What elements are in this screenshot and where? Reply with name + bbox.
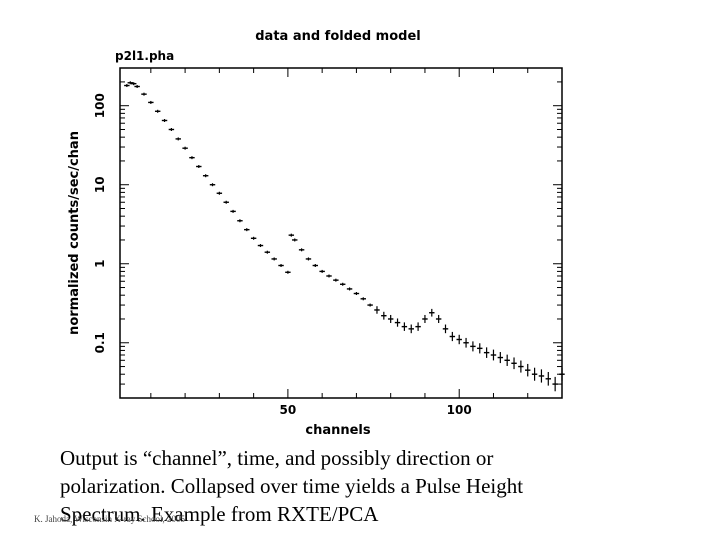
data-point xyxy=(134,84,140,88)
data-point xyxy=(422,314,428,323)
data-point xyxy=(130,82,137,86)
caption-line-3: Spectrum. Example from RXTE/PCA xyxy=(60,502,379,526)
data-point xyxy=(449,331,456,342)
data-point xyxy=(202,174,209,178)
data-point xyxy=(154,109,161,113)
data-point xyxy=(518,360,524,373)
data-point xyxy=(360,297,366,301)
data-point xyxy=(305,257,312,261)
data-point xyxy=(552,376,558,392)
data-point xyxy=(525,363,531,377)
data-point xyxy=(497,352,504,364)
data-point xyxy=(483,347,490,358)
data-point xyxy=(216,191,223,195)
data-point xyxy=(168,127,175,131)
y-tick-label: 100 xyxy=(93,93,107,118)
data-point xyxy=(244,228,250,232)
data-point xyxy=(288,233,295,237)
data-point xyxy=(124,84,130,88)
spectrum-chart: data and folded model p2l1.pha 50 100 0.1 1… xyxy=(67,29,565,438)
data-point xyxy=(477,343,483,354)
y-tick-label: 0.1 xyxy=(93,332,107,353)
data-point xyxy=(182,146,188,150)
data-point xyxy=(470,341,476,352)
data-point xyxy=(387,314,394,323)
data-points xyxy=(124,81,565,392)
data-point xyxy=(127,81,133,85)
caption-line-2: polarization. Collapsed over time yields… xyxy=(60,474,524,498)
data-point xyxy=(346,287,353,291)
data-point xyxy=(415,322,421,331)
data-point xyxy=(285,270,291,274)
data-point xyxy=(545,371,552,386)
data-point xyxy=(292,238,298,242)
footer-credit: K. Jahoda, Wisconsin X-ray School, 2005 xyxy=(34,514,185,524)
data-point xyxy=(333,278,339,282)
data-point xyxy=(490,349,497,361)
data-point xyxy=(367,303,373,307)
data-point xyxy=(463,337,469,348)
data-point xyxy=(230,209,236,213)
data-point xyxy=(394,318,401,327)
plot-frame xyxy=(119,67,563,399)
data-point xyxy=(531,367,538,381)
data-point xyxy=(381,311,387,320)
axis-ticks: 50 100 0.1 1 10 100 xyxy=(93,68,562,417)
data-point xyxy=(429,308,435,317)
data-point xyxy=(538,369,545,383)
data-point xyxy=(264,250,271,254)
data-point xyxy=(141,92,147,96)
x-tick-label: 100 xyxy=(447,403,472,417)
y-tick-label: 1 xyxy=(93,260,107,268)
data-point xyxy=(161,118,168,122)
data-point xyxy=(209,183,216,187)
data-point xyxy=(298,248,305,252)
data-point xyxy=(504,354,510,366)
data-point xyxy=(326,274,332,278)
data-point xyxy=(374,306,380,314)
data-point xyxy=(250,236,257,240)
chart-title: data and folded model xyxy=(255,29,421,44)
y-tick-label: 10 xyxy=(93,176,107,193)
chart-subtitle: p2l1.pha xyxy=(115,49,174,63)
data-point xyxy=(175,137,181,141)
x-axis-label: channels xyxy=(305,423,371,438)
data-point xyxy=(278,264,284,268)
data-point xyxy=(340,282,346,286)
data-point xyxy=(442,324,449,334)
data-point xyxy=(511,357,517,370)
data-point xyxy=(148,100,154,104)
data-point xyxy=(223,200,229,204)
data-point xyxy=(456,334,462,345)
x-tick-label: 50 xyxy=(280,403,297,417)
data-point xyxy=(435,314,442,323)
caption-line-1: Output is “channel”, time, and possibly … xyxy=(60,446,494,470)
data-point xyxy=(353,292,360,296)
data-point xyxy=(189,156,195,160)
data-point xyxy=(319,269,325,273)
data-point xyxy=(237,219,243,223)
data-point xyxy=(257,244,264,248)
data-point xyxy=(559,367,565,381)
y-axis-label: normalized counts/sec/chan xyxy=(67,131,82,335)
data-point xyxy=(401,322,408,331)
caption: Output is “channel”, time, and possibly … xyxy=(60,444,680,528)
data-point xyxy=(196,165,202,169)
data-point xyxy=(271,257,277,261)
data-point xyxy=(408,324,414,334)
data-point xyxy=(312,264,319,268)
